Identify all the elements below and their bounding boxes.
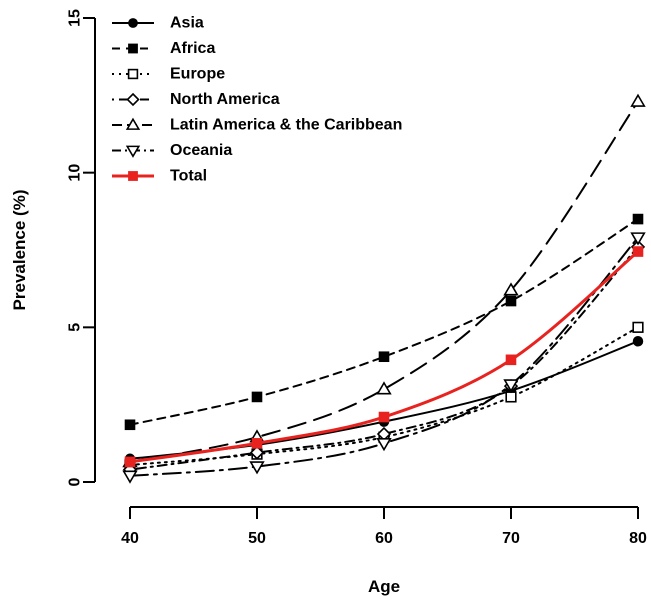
data-point bbox=[251, 391, 263, 403]
legend-marker bbox=[125, 117, 141, 130]
y-tick-label: 15 bbox=[67, 9, 84, 27]
data-point bbox=[249, 461, 265, 475]
legend-item: Asia bbox=[112, 15, 204, 32]
legend-label: Asia bbox=[170, 15, 204, 32]
series-line bbox=[129, 218, 639, 426]
legend-item: Africa bbox=[112, 40, 215, 57]
data-point bbox=[630, 93, 646, 107]
data-point bbox=[632, 213, 644, 225]
x-tick-label: 40 bbox=[121, 530, 139, 547]
series-oceania bbox=[122, 232, 646, 484]
data-point bbox=[632, 246, 644, 257]
series-line bbox=[129, 100, 639, 463]
y-axis-title: Prevalence (%) bbox=[10, 190, 29, 311]
legend: Asia Africa Europe North America Latin Ameri… bbox=[112, 15, 402, 185]
data-point bbox=[249, 445, 265, 460]
series-africa bbox=[124, 213, 644, 431]
legend-label: Total bbox=[170, 168, 207, 185]
legend-item: Total bbox=[112, 168, 207, 185]
data-point bbox=[632, 336, 644, 347]
legend-label: Latin America & the Caribbean bbox=[170, 117, 402, 134]
x-axis-title: Age bbox=[368, 577, 400, 596]
y-axis: 0 5 10 15 bbox=[67, 9, 96, 486]
legend-item: Europe bbox=[112, 66, 225, 83]
data-point bbox=[505, 354, 517, 366]
y-tick-label: 0 bbox=[67, 477, 84, 486]
legend-marker bbox=[126, 92, 140, 107]
legend-marker bbox=[128, 18, 138, 28]
legend-item: Latin America & the Caribbean bbox=[112, 117, 402, 134]
legend-marker bbox=[128, 43, 138, 54]
x-tick-label: 70 bbox=[502, 530, 520, 547]
legend-marker bbox=[128, 171, 138, 181]
series-total bbox=[124, 246, 644, 468]
x-axis: 40 50 60 70 80 bbox=[121, 506, 647, 547]
x-tick-label: 50 bbox=[248, 530, 266, 547]
y-tick-label: 10 bbox=[67, 164, 84, 182]
series-line bbox=[129, 245, 639, 471]
data-point bbox=[378, 351, 390, 363]
data-point bbox=[124, 419, 136, 431]
legend-label: Africa bbox=[170, 40, 215, 57]
legend-marker bbox=[125, 145, 141, 158]
x-tick-label: 60 bbox=[375, 530, 393, 547]
series-layer bbox=[122, 93, 646, 484]
legend-item: Oceania bbox=[112, 142, 232, 159]
data-point bbox=[505, 391, 517, 403]
legend-marker bbox=[127, 68, 139, 80]
x-tick-label: 80 bbox=[629, 530, 647, 547]
data-point bbox=[632, 321, 644, 333]
y-tick-label: 5 bbox=[67, 323, 84, 332]
data-point bbox=[503, 282, 519, 296]
data-point bbox=[122, 470, 138, 484]
data-point bbox=[124, 456, 136, 468]
data-point bbox=[376, 381, 392, 395]
data-point bbox=[630, 232, 646, 246]
data-point bbox=[505, 295, 517, 307]
data-point bbox=[376, 438, 392, 452]
data-point bbox=[378, 411, 390, 423]
data-point bbox=[251, 438, 263, 449]
legend-label: North America bbox=[170, 91, 280, 108]
data-point bbox=[503, 379, 519, 393]
legend-item: North America bbox=[112, 91, 280, 108]
legend-label: Europe bbox=[170, 66, 225, 83]
legend-label: Oceania bbox=[170, 142, 232, 159]
